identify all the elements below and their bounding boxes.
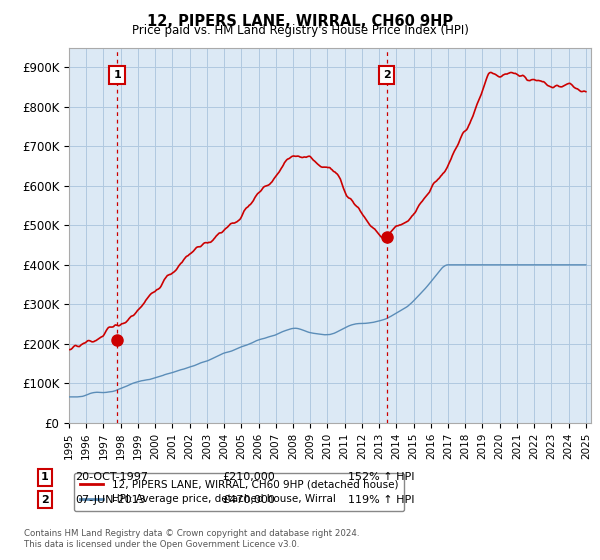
Text: 1: 1 bbox=[113, 70, 121, 80]
Text: Price paid vs. HM Land Registry's House Price Index (HPI): Price paid vs. HM Land Registry's House … bbox=[131, 24, 469, 37]
Text: Contains HM Land Registry data © Crown copyright and database right 2024.
This d: Contains HM Land Registry data © Crown c… bbox=[24, 529, 359, 549]
Text: 20-OCT-1997: 20-OCT-1997 bbox=[75, 472, 148, 482]
Legend: 12, PIPERS LANE, WIRRAL, CH60 9HP (detached house), HPI: Average price, detached: 12, PIPERS LANE, WIRRAL, CH60 9HP (detac… bbox=[74, 473, 404, 511]
Text: 152% ↑ HPI: 152% ↑ HPI bbox=[348, 472, 415, 482]
Text: 1: 1 bbox=[41, 472, 49, 482]
Text: 2: 2 bbox=[383, 70, 391, 80]
Text: £470,000: £470,000 bbox=[222, 494, 275, 505]
Text: 2: 2 bbox=[41, 494, 49, 505]
Text: 119% ↑ HPI: 119% ↑ HPI bbox=[348, 494, 415, 505]
Text: £210,000: £210,000 bbox=[222, 472, 275, 482]
Text: 12, PIPERS LANE, WIRRAL, CH60 9HP: 12, PIPERS LANE, WIRRAL, CH60 9HP bbox=[147, 14, 453, 29]
Text: 07-JUN-2013: 07-JUN-2013 bbox=[75, 494, 146, 505]
